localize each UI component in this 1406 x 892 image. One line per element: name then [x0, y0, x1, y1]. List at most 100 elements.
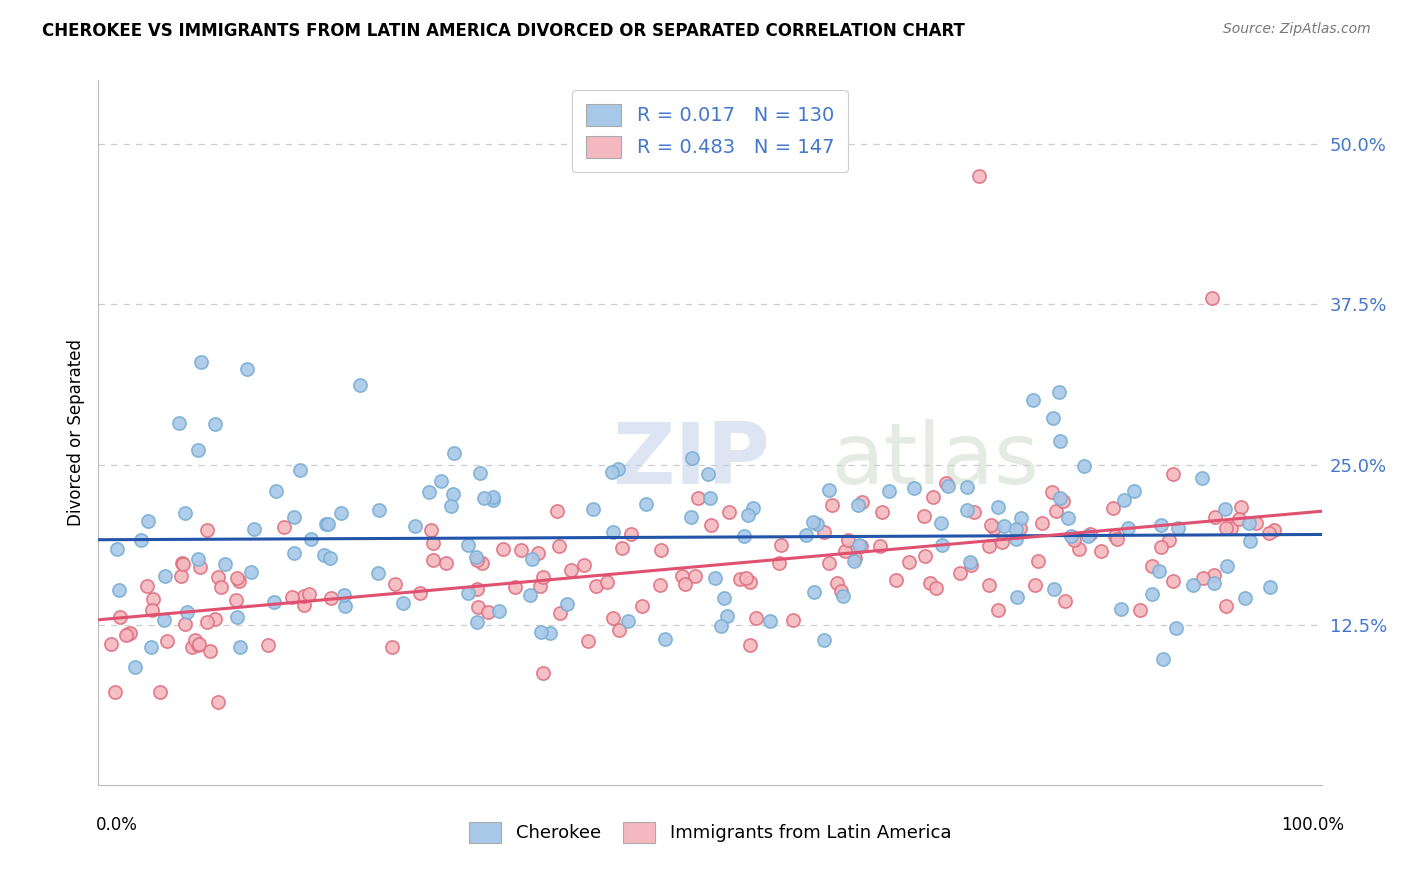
Point — [349, 378, 371, 392]
Point — [281, 590, 304, 604]
Point — [299, 532, 322, 546]
Legend: Cherokee, Immigrants from Latin America: Cherokee, Immigrants from Latin America — [458, 811, 962, 854]
Point — [481, 493, 503, 508]
Point — [172, 556, 194, 570]
Point — [546, 503, 568, 517]
Point — [471, 556, 494, 570]
Point — [870, 505, 893, 519]
Point — [963, 505, 986, 519]
Point — [419, 523, 441, 537]
Point — [920, 576, 942, 591]
Point — [922, 491, 945, 505]
Point — [368, 503, 391, 517]
Point — [959, 558, 981, 572]
Point — [173, 616, 195, 631]
Point — [316, 516, 339, 531]
Point — [235, 362, 257, 376]
Point — [503, 580, 526, 594]
Point — [465, 615, 488, 629]
Point — [457, 585, 479, 599]
Point — [1233, 591, 1256, 605]
Point — [716, 609, 738, 624]
Point — [1010, 511, 1032, 525]
Point — [531, 570, 554, 584]
Point — [1147, 564, 1170, 578]
Point — [555, 598, 578, 612]
Point — [468, 466, 491, 480]
Point — [225, 592, 247, 607]
Point — [686, 491, 709, 505]
Point — [1049, 491, 1071, 506]
Point — [1073, 458, 1095, 473]
Point — [319, 551, 342, 566]
Point — [1057, 511, 1080, 525]
Point — [441, 487, 464, 501]
Point — [1047, 384, 1070, 399]
Point — [1246, 516, 1268, 531]
Point — [1152, 652, 1174, 666]
Point — [1090, 544, 1112, 558]
Point — [298, 587, 321, 601]
Point — [105, 541, 128, 556]
Point — [214, 557, 236, 571]
Point — [827, 575, 849, 590]
Point — [264, 483, 287, 498]
Point — [422, 553, 444, 567]
Point — [936, 478, 959, 492]
Point — [869, 539, 891, 553]
Point — [1063, 533, 1085, 547]
Text: ZIP: ZIP — [612, 419, 770, 502]
Point — [650, 578, 672, 592]
Point — [292, 589, 315, 603]
Text: atlas: atlas — [832, 419, 1040, 502]
Point — [1005, 522, 1028, 536]
Point — [149, 685, 172, 699]
Point — [1140, 559, 1163, 574]
Point — [1166, 621, 1188, 635]
Point — [1161, 574, 1184, 588]
Point — [745, 611, 768, 625]
Point — [1150, 541, 1173, 555]
Point — [987, 603, 1010, 617]
Point — [581, 502, 603, 516]
Point — [818, 483, 841, 498]
Point — [699, 491, 721, 505]
Point — [612, 541, 634, 555]
Point — [959, 555, 981, 569]
Point — [830, 584, 852, 599]
Point — [170, 569, 193, 583]
Point — [108, 610, 131, 624]
Point — [472, 491, 495, 506]
Point — [846, 498, 869, 512]
Point — [844, 554, 866, 568]
Point — [897, 555, 920, 569]
Point — [993, 519, 1015, 533]
Point — [229, 640, 252, 654]
Point — [263, 594, 285, 608]
Point — [841, 541, 863, 555]
Point — [987, 500, 1010, 515]
Point — [696, 467, 718, 481]
Point — [821, 498, 844, 512]
Point — [204, 612, 226, 626]
Point — [108, 582, 131, 597]
Point — [956, 480, 979, 494]
Point — [1213, 502, 1236, 516]
Point — [283, 510, 305, 524]
Point — [329, 506, 352, 520]
Point — [465, 552, 488, 566]
Point — [226, 609, 249, 624]
Point — [314, 549, 336, 563]
Point — [548, 539, 571, 553]
Point — [956, 503, 979, 517]
Point — [465, 582, 488, 596]
Point — [877, 483, 900, 498]
Point — [607, 624, 630, 638]
Point — [1067, 541, 1090, 556]
Point — [226, 571, 249, 585]
Point — [117, 627, 139, 641]
Point — [737, 508, 759, 522]
Point — [983, 520, 1005, 534]
Point — [1102, 500, 1125, 515]
Point — [710, 619, 733, 633]
